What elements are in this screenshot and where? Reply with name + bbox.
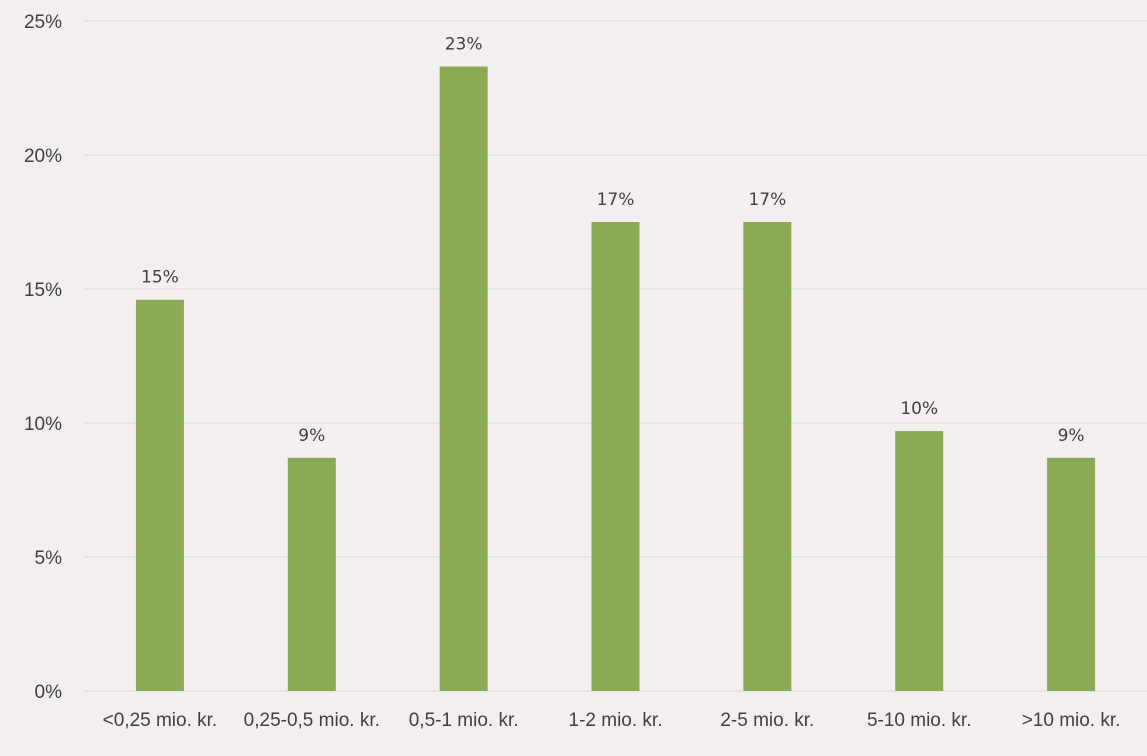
y-tick-label: 10% xyxy=(24,414,62,435)
x-tick-label: 1-2 mio. kr. xyxy=(569,710,663,731)
y-tick-label: 25% xyxy=(24,12,62,33)
x-tick-label: <0,25 mio. kr. xyxy=(103,710,218,731)
data-label: 10% xyxy=(900,399,938,419)
y-tick-label: 15% xyxy=(24,280,62,301)
x-tick-label: 0,25-0,5 mio. kr. xyxy=(244,710,380,731)
x-tick-label: 2-5 mio. kr. xyxy=(720,710,814,731)
y-tick-label: 5% xyxy=(35,548,63,569)
bar xyxy=(135,299,184,691)
x-tick-label: >10 mio. kr. xyxy=(1022,710,1121,731)
y-tick-label: 0% xyxy=(35,682,63,703)
data-labels: 15% 9% 23% 17% 17% 10% 9% xyxy=(141,35,1085,446)
data-label: 9% xyxy=(298,426,325,446)
x-tick-label: 5-10 mio. kr. xyxy=(867,710,972,731)
bar xyxy=(439,66,488,691)
x-axis-ticks: <0,25 mio. kr. 0,25-0,5 mio. kr. 0,5-1 mio… xyxy=(103,710,1121,731)
bar xyxy=(895,431,944,691)
y-tick-label: 20% xyxy=(24,146,62,167)
bar xyxy=(591,222,640,691)
bar xyxy=(743,222,792,691)
data-label: 9% xyxy=(1058,426,1085,446)
data-label: 17% xyxy=(597,190,635,210)
data-label: 15% xyxy=(141,268,179,288)
bars xyxy=(135,66,1096,691)
y-axis-ticks: 0% 5% 10% 15% 20% 25% xyxy=(24,12,62,703)
x-tick-label: 0,5-1 mio. kr. xyxy=(409,710,519,731)
bar xyxy=(1047,457,1096,691)
data-label: 17% xyxy=(748,190,786,210)
data-label: 23% xyxy=(445,35,483,55)
bar xyxy=(287,457,336,691)
